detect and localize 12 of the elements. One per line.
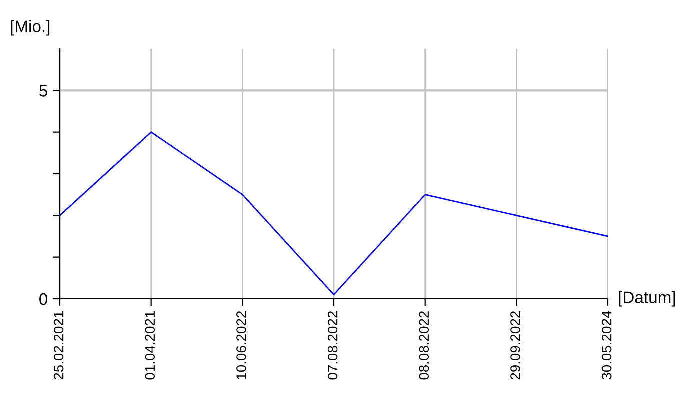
x-tick-label: 07.08.2022 (328, 311, 338, 380)
x-tick-label: 30.05.2024 (602, 311, 612, 380)
x-tick-label: 10.06.2022 (236, 311, 246, 380)
x-axis-title: [Datum] (619, 291, 676, 307)
x-tick-label: 01.04.2021 (145, 311, 156, 380)
y-tick-label: 0 (40, 293, 48, 306)
line-series (60, 132, 608, 296)
y-tick-label: 5 (40, 85, 48, 97)
x-tick-label: 08.08.2022 (419, 311, 430, 380)
y-axis-title: [Mio.] (11, 20, 50, 36)
x-tick-label: 29.09.2022 (510, 311, 520, 380)
x-tick-label: 25.02.2021 (54, 311, 64, 380)
